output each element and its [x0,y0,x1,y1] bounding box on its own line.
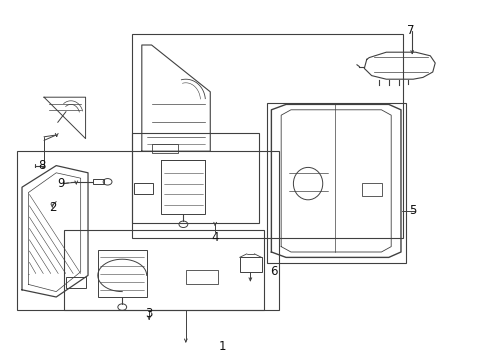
Bar [239,257,261,272]
Bar [17,151,278,310]
Text: 1: 1 [218,340,226,353]
Bar [98,250,146,297]
Text: 3: 3 [145,307,153,320]
Text: 6: 6 [269,265,277,278]
Text: 5: 5 [408,204,416,217]
Bar [93,179,103,184]
Bar [361,183,382,196]
Bar [132,133,259,223]
Bar [266,103,405,263]
Bar [134,183,153,194]
Bar [132,34,403,238]
Text: 7: 7 [406,24,414,37]
Text: 9: 9 [57,177,65,190]
Bar [161,160,205,214]
Text: 8: 8 [38,159,45,172]
Text: 4: 4 [211,231,219,244]
Bar [185,270,217,284]
Bar [151,144,178,153]
Bar [63,230,264,310]
Text: 2: 2 [49,201,57,213]
Bar [66,277,85,288]
